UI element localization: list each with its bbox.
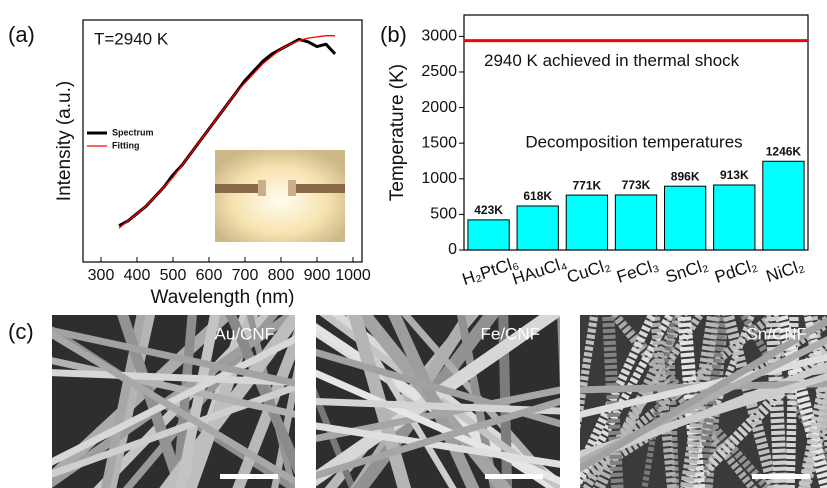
fiber	[101, 315, 146, 488]
value-label: 773K	[622, 178, 651, 192]
fiber	[803, 315, 827, 400]
value-label: 913K	[720, 168, 749, 182]
scale-bar	[220, 474, 278, 479]
sem-image: Au/CNF	[52, 305, 306, 488]
bar	[614, 194, 658, 251]
x-tick-label: 300	[88, 267, 115, 284]
bar	[565, 194, 608, 251]
y-tick-label: 0	[448, 241, 457, 258]
fiber	[566, 305, 575, 488]
reference-label: 2940 K achieved in thermal shock	[484, 51, 740, 70]
y-tick-label: 1000	[421, 170, 457, 187]
series-line	[118, 35, 335, 229]
legend-label: Fitting	[112, 140, 140, 150]
fiber	[580, 317, 827, 473]
fiber	[557, 315, 560, 391]
fiber	[305, 305, 306, 488]
y-tick-label: 2500	[421, 63, 457, 80]
y-tick-label: 500	[430, 206, 457, 223]
fiber	[316, 397, 560, 480]
value-label: 423K	[474, 203, 503, 217]
fiber	[580, 353, 827, 419]
fiber	[602, 315, 624, 488]
value-label: 618K	[523, 189, 552, 203]
y-tick-label: 2000	[421, 99, 457, 116]
scale-bar	[752, 474, 810, 479]
fiber	[52, 383, 295, 478]
x-tick-label: NiCl₂	[764, 256, 807, 286]
fiber	[225, 315, 295, 475]
sem-content	[52, 305, 306, 488]
fiber	[52, 330, 295, 486]
panel-label: (b)	[380, 22, 407, 47]
fiber	[316, 369, 560, 485]
x-axis-label: Wavelength (nm)	[151, 287, 295, 308]
image-caption: Fe/CNF	[481, 324, 541, 343]
fiber	[316, 422, 560, 468]
sem-image: Sn/CNF	[566, 305, 827, 488]
x-tick-label: 700	[232, 267, 259, 284]
x-tick-label: SnCl₂	[663, 255, 710, 286]
plot-frame	[463, 14, 809, 251]
fiber	[387, 315, 480, 488]
fiber	[774, 315, 827, 488]
x-tick-label: 1000	[335, 267, 371, 284]
bar	[467, 219, 510, 251]
panel-label: (a)	[8, 22, 35, 47]
inset-photo	[215, 150, 345, 242]
fiber	[680, 315, 756, 488]
y-axis-label: Intensity (a.u.)	[54, 81, 75, 201]
x-tick-label: 800	[268, 267, 295, 284]
fiber	[52, 327, 295, 387]
bar	[516, 205, 559, 251]
x-tick-label: 600	[196, 267, 223, 284]
fiber	[765, 315, 788, 488]
image-caption: Au/CNF	[215, 324, 275, 343]
sem-content	[316, 315, 560, 488]
plot-frame	[82, 19, 363, 263]
bar	[713, 184, 756, 251]
annotation: Decomposition temperatures	[525, 132, 742, 151]
fiber	[175, 315, 221, 488]
fiber	[797, 339, 827, 488]
scale-bar	[485, 474, 543, 479]
fiber	[52, 357, 295, 418]
fiber	[580, 315, 599, 433]
x-tick-label: CuCl₂	[564, 255, 612, 287]
y-axis-label: Temperature (K)	[387, 64, 408, 201]
x-tick-label: 900	[304, 267, 331, 284]
y-tick-label: 3000	[421, 28, 457, 45]
panel-label: (c)	[8, 319, 34, 344]
bar	[762, 160, 805, 251]
bar	[664, 185, 707, 251]
fiber	[649, 315, 678, 488]
fiber	[52, 335, 295, 466]
image-caption: Sn/CNF	[747, 324, 807, 343]
annotation: T=2940 K	[94, 29, 169, 48]
fiber	[271, 364, 295, 488]
x-tick-label: FeCl₃	[614, 255, 661, 286]
fiber	[117, 315, 187, 488]
x-tick-label: 400	[124, 267, 151, 284]
legend-label: Spectrum	[112, 127, 154, 137]
value-label: 771K	[573, 178, 602, 192]
value-label: 896K	[671, 169, 700, 183]
y-tick-label: 1500	[421, 134, 457, 151]
fiber	[52, 369, 295, 386]
x-tick-label: PdCl₂	[712, 255, 759, 286]
x-tick-label: HAuCl₄	[510, 253, 569, 288]
sem-content	[566, 305, 827, 488]
value-label: 1246K	[766, 144, 802, 158]
sem-image: Fe/CNF	[316, 315, 560, 488]
fiber	[609, 315, 758, 488]
x-tick-label: 500	[160, 267, 187, 284]
